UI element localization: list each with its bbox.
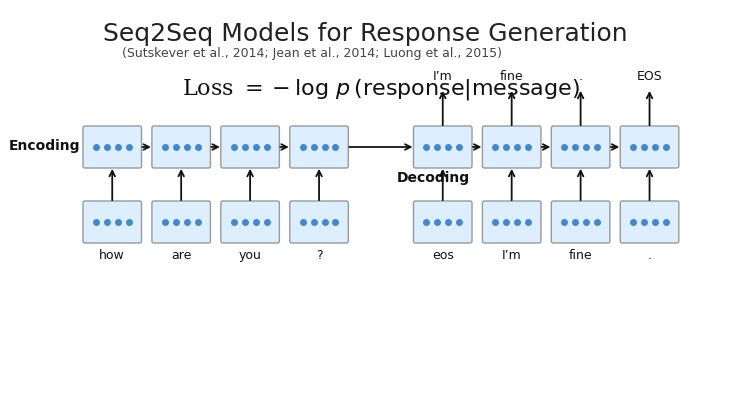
Text: I’m: I’m	[502, 249, 522, 262]
FancyBboxPatch shape	[482, 126, 541, 168]
FancyBboxPatch shape	[290, 126, 349, 168]
Text: Loss $= -\log\, p\,\mathrm{(response|message)}$: Loss $= -\log\, p\,\mathrm{(response|mes…	[182, 77, 580, 102]
Text: .: .	[648, 249, 651, 262]
FancyBboxPatch shape	[152, 126, 210, 168]
FancyBboxPatch shape	[620, 201, 679, 243]
Text: (Sutskever et al., 2014; Jean et al., 2014; Luong et al., 2015): (Sutskever et al., 2014; Jean et al., 20…	[121, 47, 502, 60]
FancyBboxPatch shape	[414, 126, 472, 168]
Text: eos: eos	[432, 249, 454, 262]
FancyBboxPatch shape	[290, 201, 349, 243]
Text: Encoding: Encoding	[9, 139, 80, 153]
Text: Seq2Seq Models for Response Generation: Seq2Seq Models for Response Generation	[103, 22, 628, 46]
FancyBboxPatch shape	[482, 201, 541, 243]
FancyBboxPatch shape	[414, 201, 472, 243]
Text: I’m: I’m	[433, 70, 453, 83]
FancyBboxPatch shape	[221, 126, 280, 168]
Text: you: you	[239, 249, 261, 262]
Text: are: are	[171, 249, 192, 262]
Text: fine: fine	[500, 70, 523, 83]
Text: fine: fine	[569, 249, 593, 262]
Text: how: how	[99, 249, 125, 262]
FancyBboxPatch shape	[551, 126, 610, 168]
FancyBboxPatch shape	[620, 126, 679, 168]
Text: ?: ?	[316, 249, 323, 262]
FancyBboxPatch shape	[83, 201, 141, 243]
Text: EOS: EOS	[636, 70, 662, 83]
Text: .: .	[579, 70, 582, 83]
FancyBboxPatch shape	[152, 201, 210, 243]
FancyBboxPatch shape	[551, 201, 610, 243]
Text: Decoding: Decoding	[397, 171, 470, 185]
FancyBboxPatch shape	[83, 126, 141, 168]
FancyBboxPatch shape	[221, 201, 280, 243]
